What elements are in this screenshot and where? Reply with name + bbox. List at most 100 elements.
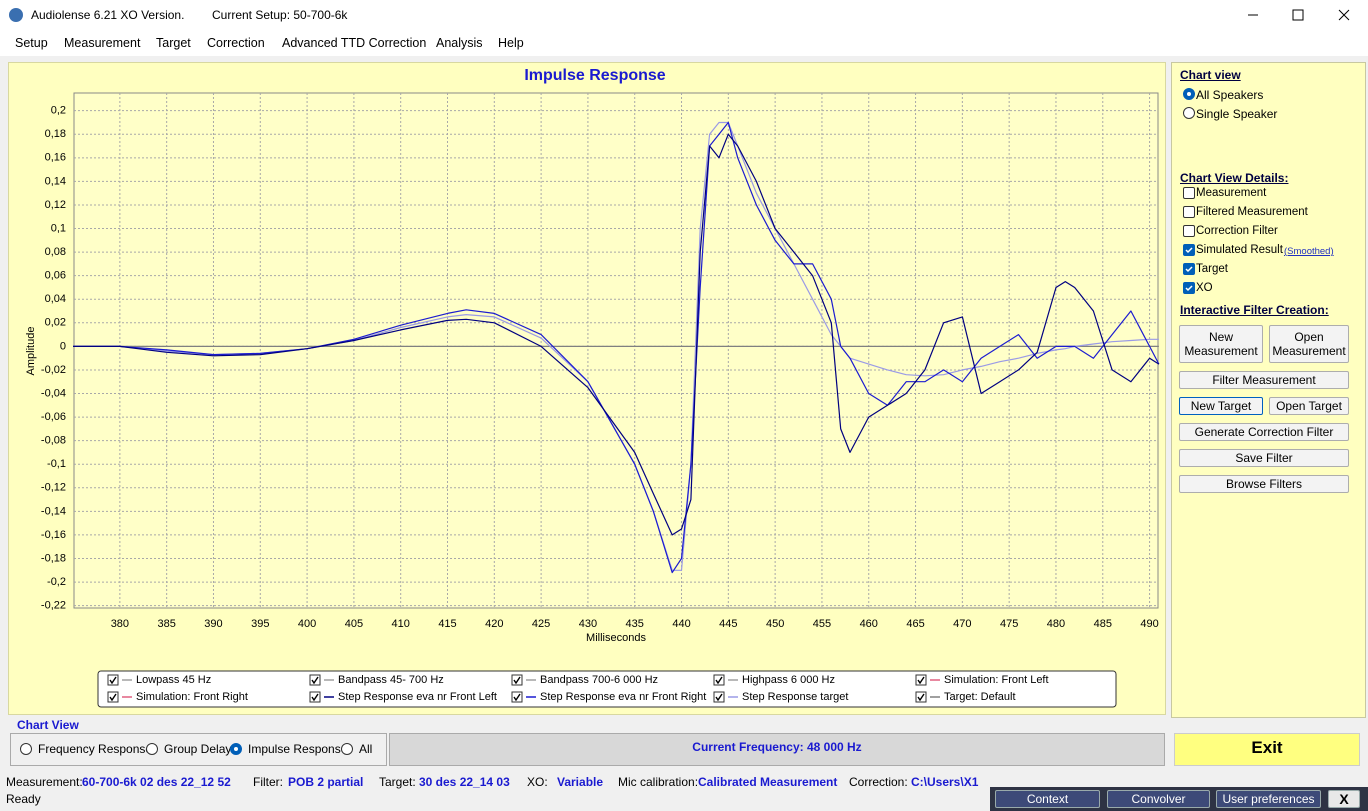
legend-label: Simulation: Front Left bbox=[944, 674, 1049, 686]
y-tick-label: -0,1 bbox=[47, 458, 66, 470]
status-value: 60-700-6k 02 des 22_12 52 bbox=[82, 775, 231, 789]
x-tick-label: 380 bbox=[111, 618, 129, 630]
x-tick-label: 410 bbox=[392, 618, 410, 630]
legend-label: Step Response eva nr Front Left bbox=[338, 691, 497, 703]
radio[interactable] bbox=[1183, 88, 1195, 100]
x-tick-label: 415 bbox=[438, 618, 456, 630]
x-tick-label: 420 bbox=[485, 618, 503, 630]
checkbox[interactable] bbox=[1183, 244, 1195, 256]
radio-label: Frequency Response bbox=[38, 742, 153, 756]
radio[interactable] bbox=[20, 743, 32, 755]
legend-label: Bandpass 45- 700 Hz bbox=[338, 674, 444, 686]
legend-checkbox[interactable] bbox=[309, 691, 321, 703]
status-label: Correction: bbox=[849, 775, 908, 789]
exit-button[interactable] bbox=[1174, 733, 1360, 766]
radio[interactable] bbox=[341, 743, 353, 755]
status-label: Measurement: bbox=[6, 775, 83, 789]
y-tick-label: 0,02 bbox=[45, 317, 66, 329]
x-tick-label: 455 bbox=[813, 618, 831, 630]
menu-item[interactable]: Correction bbox=[207, 36, 265, 50]
bottom-button[interactable]: User preferences bbox=[1216, 790, 1321, 808]
menu-item[interactable]: Advanced TTD Correction bbox=[282, 36, 427, 50]
checkbox[interactable] bbox=[1183, 225, 1195, 237]
sidebar-button[interactable]: Browse Filters bbox=[1179, 475, 1349, 493]
sidebar-button[interactable]: Save Filter bbox=[1179, 449, 1349, 467]
status-value: C:\Users\X1 bbox=[911, 775, 979, 789]
legend-check bbox=[917, 693, 925, 702]
series-line bbox=[73, 133, 1160, 536]
legend-checkbox[interactable] bbox=[309, 674, 321, 686]
current-setup: Current Setup: 50-700-6k bbox=[212, 8, 348, 22]
radio-label: Single Speaker bbox=[1196, 107, 1278, 121]
x-tick-label: 490 bbox=[1140, 618, 1158, 630]
menu-item[interactable]: Analysis bbox=[436, 36, 483, 50]
checkbox-label: Correction Filter bbox=[1196, 225, 1278, 237]
sidebar-button[interactable]: Open Target bbox=[1269, 397, 1349, 415]
status-ready: Ready bbox=[6, 792, 41, 806]
status-value: POB 2 partial bbox=[288, 775, 364, 789]
menu-item[interactable]: Help bbox=[498, 36, 524, 50]
legend-checkbox[interactable] bbox=[107, 674, 119, 686]
x-tick-label: 425 bbox=[532, 618, 550, 630]
legend-box bbox=[97, 670, 1117, 708]
sidebar-button[interactable]: New Measurement bbox=[1179, 325, 1263, 363]
series-line bbox=[73, 121, 1159, 571]
sidebar-button[interactable]: Filter Measurement bbox=[1179, 371, 1349, 389]
legend-checkbox[interactable] bbox=[511, 691, 523, 703]
status-label: Mic calibration: bbox=[618, 775, 699, 789]
bottom-button[interactable]: Context bbox=[995, 790, 1100, 808]
sidebar-button[interactable]: Generate Correction Filter bbox=[1179, 423, 1349, 441]
y-tick-label: -0,16 bbox=[41, 529, 66, 541]
x-tick-label: 390 bbox=[204, 618, 222, 630]
legend-checkbox[interactable] bbox=[915, 691, 927, 703]
y-tick-label: -0,18 bbox=[41, 552, 66, 564]
plot-area bbox=[73, 92, 1159, 609]
close[interactable] bbox=[1338, 9, 1350, 21]
status-value: 30 des 22_14 03 bbox=[419, 775, 510, 789]
radio[interactable] bbox=[230, 743, 242, 755]
legend-checkbox[interactable] bbox=[511, 674, 523, 686]
checkbox[interactable] bbox=[1183, 263, 1195, 275]
radio[interactable] bbox=[146, 743, 158, 755]
y-tick-label: 0,1 bbox=[51, 222, 66, 234]
checkbox[interactable] bbox=[1183, 206, 1195, 218]
section-title: Interactive Filter Creation: bbox=[1180, 303, 1329, 317]
title-bar bbox=[0, 0, 1368, 31]
legend-label: Step Response target bbox=[742, 691, 848, 703]
legend-checkbox[interactable] bbox=[915, 674, 927, 686]
legend-checkbox[interactable] bbox=[107, 691, 119, 703]
menu-bar bbox=[0, 31, 1368, 56]
x-tick-label: 480 bbox=[1047, 618, 1065, 630]
radio[interactable] bbox=[1183, 107, 1195, 119]
legend-checkbox[interactable] bbox=[713, 674, 725, 686]
legend-check bbox=[513, 693, 521, 702]
legend-label: Target: Default bbox=[944, 691, 1016, 703]
menu-item[interactable]: Setup bbox=[15, 36, 48, 50]
y-tick-label: 0,2 bbox=[51, 105, 66, 117]
sidebar-button[interactable]: Open Measurement bbox=[1269, 325, 1349, 363]
x-tick-label: 450 bbox=[766, 618, 784, 630]
y-tick-label: -0,04 bbox=[41, 387, 66, 399]
radio-label: All Speakers bbox=[1196, 88, 1264, 102]
legend-label: Highpass 6 000 Hz bbox=[742, 674, 835, 686]
bottom-button[interactable]: X bbox=[1328, 790, 1360, 808]
section-title: Chart View Details: bbox=[1180, 171, 1289, 185]
series-line bbox=[73, 121, 1160, 574]
menu-item[interactable]: Target bbox=[156, 36, 191, 50]
x-tick-label: 475 bbox=[1000, 618, 1018, 630]
y-tick-label: 0,06 bbox=[45, 270, 66, 282]
x-tick-label: 430 bbox=[579, 618, 597, 630]
checkbox[interactable] bbox=[1183, 282, 1195, 294]
frequency-box bbox=[389, 733, 1165, 766]
maximize[interactable] bbox=[1292, 9, 1304, 21]
smoothed-link[interactable]: (Smoothed) bbox=[1284, 246, 1334, 257]
sidebar-button[interactable]: New Target bbox=[1179, 397, 1263, 415]
checkbox[interactable] bbox=[1183, 187, 1195, 199]
bottom-button[interactable]: Convolver bbox=[1107, 790, 1210, 808]
exit-label[interactable]: Exit bbox=[1251, 738, 1283, 757]
legend-label: Lowpass 45 Hz bbox=[136, 674, 211, 686]
legend-check bbox=[513, 676, 521, 685]
legend-checkbox[interactable] bbox=[713, 691, 725, 703]
menu-item[interactable]: Measurement bbox=[64, 36, 141, 50]
section-title: Chart view bbox=[1180, 68, 1241, 82]
